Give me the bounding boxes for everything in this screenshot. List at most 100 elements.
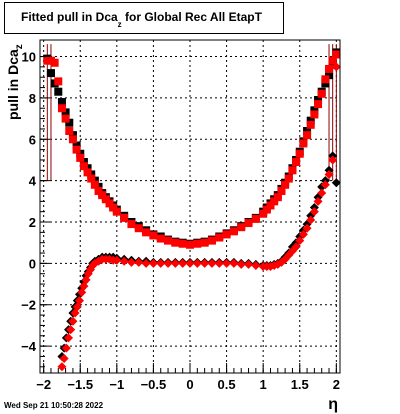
data-point-square-red <box>332 50 341 59</box>
data-point-diamond-red <box>306 215 316 225</box>
data-point-diamond-red <box>313 196 323 206</box>
data-point-square-red <box>149 231 158 240</box>
data-point-square-red <box>270 197 279 206</box>
data-point-square-red <box>295 149 304 158</box>
data-point-square-red <box>299 139 308 148</box>
data-point-square-red <box>306 120 315 129</box>
data-point-square-red <box>321 75 330 84</box>
data-point-diamond-red <box>298 229 308 239</box>
data-point-diamond-red <box>112 255 122 265</box>
data-point-square-red <box>120 213 129 222</box>
data-point-diamond-red <box>156 258 166 268</box>
data-point-diamond-red <box>320 180 330 190</box>
data-point-square-red <box>277 186 286 195</box>
data-point-diamond-red <box>317 188 327 198</box>
data-point-square-red <box>186 240 194 249</box>
x-tick-label: −1.5 <box>67 377 93 392</box>
data-point-diamond-red <box>178 258 188 268</box>
data-point-square-red <box>142 228 151 237</box>
data-point-square-red <box>303 131 312 140</box>
data-point-square-red <box>87 174 96 183</box>
data-point-square-red <box>288 166 297 175</box>
y-tick-label: −2 <box>21 298 36 313</box>
data-point-square-red <box>229 227 238 236</box>
title-rest: for Global Rec All EtapT <box>121 10 262 24</box>
y-tick-label: −4 <box>21 339 37 354</box>
data-point-square-black <box>314 95 323 104</box>
data-point-diamond-red <box>324 169 334 179</box>
data-point-square-red <box>50 58 59 67</box>
data-markers <box>43 48 341 372</box>
data-point-diamond-red <box>185 258 195 268</box>
title-main: Fitted pull in Dca <box>21 10 118 24</box>
x-tick-label: 1.5 <box>291 377 309 392</box>
data-point-diamond-red <box>119 256 129 266</box>
data-point-diamond-red <box>214 258 224 268</box>
data-point-square-black <box>65 118 74 127</box>
data-point-diamond-red <box>251 260 261 270</box>
y-axis-label: pull in Dcaz <box>5 44 25 120</box>
x-axis-label: η <box>328 396 338 413</box>
data-point-square-red <box>244 219 253 228</box>
data-point-diamond-red <box>302 223 312 233</box>
x-tick-label: −2 <box>36 377 51 392</box>
data-point-diamond-red <box>207 258 217 268</box>
data-point-square-red <box>314 100 323 109</box>
data-point-diamond-red <box>64 333 74 343</box>
data-point-diamond-red <box>192 258 202 268</box>
data-point-diamond-red <box>309 207 319 217</box>
data-point-diamond-red <box>57 362 67 372</box>
data-point-diamond-red <box>75 296 85 306</box>
data-point-square-black <box>328 60 337 69</box>
data-point-square-red <box>127 220 136 229</box>
data-point-square-red <box>178 239 187 248</box>
data-point-diamond-red <box>68 316 78 326</box>
data-point-square-red <box>156 234 165 243</box>
y-tick-label: 2 <box>29 215 36 230</box>
data-point-diamond-red <box>134 257 144 267</box>
data-point-square-red <box>259 209 268 218</box>
data-point-diamond-red <box>244 259 254 269</box>
data-point-square-red <box>94 186 103 195</box>
data-point-square-red <box>273 193 282 202</box>
data-point-square-red <box>79 162 88 171</box>
data-point-square-black <box>72 141 81 150</box>
data-point-square-black <box>306 116 315 125</box>
data-point-diamond-red <box>170 258 180 268</box>
data-point-diamond-red <box>66 325 76 335</box>
data-point-diamond-red <box>331 62 341 72</box>
x-tick-label: 0.5 <box>218 377 236 392</box>
data-point-square-red <box>101 195 110 204</box>
data-point-diamond-red <box>141 258 151 268</box>
data-point-diamond-red <box>236 259 246 269</box>
data-point-square-black <box>68 131 77 140</box>
ylabel-main: pull in Dca <box>5 49 21 120</box>
x-tick-label: 2 <box>333 377 340 392</box>
data-point-square-red <box>171 238 180 247</box>
data-point-square-red <box>98 191 107 200</box>
data-point-square-red <box>72 145 81 154</box>
data-point-square-red <box>76 153 85 162</box>
data-point-square-red <box>215 233 224 242</box>
data-point-square-black <box>76 149 85 158</box>
data-point-square-red <box>105 199 114 208</box>
x-tick-label: 0 <box>186 377 193 392</box>
data-point-diamond-red <box>61 343 71 353</box>
data-point-square-red <box>284 174 293 183</box>
data-point-square-black <box>57 98 66 107</box>
ylabel-subscript: z <box>14 44 25 50</box>
data-point-square-black <box>46 69 55 78</box>
data-point-diamond-red <box>291 242 301 252</box>
data-point-square-black <box>310 106 319 115</box>
y-tick-label: 10 <box>22 50 36 65</box>
data-point-square-red <box>237 223 246 232</box>
data-point-square-red <box>207 236 216 245</box>
y-tick-label: 0 <box>29 256 36 271</box>
data-point-square-red <box>109 203 118 212</box>
data-point-square-red <box>57 104 66 113</box>
data-point-diamond-red <box>126 257 136 267</box>
data-point-square-black <box>325 71 334 80</box>
data-point-square-red <box>251 214 260 223</box>
title-subscript: z <box>117 20 122 29</box>
